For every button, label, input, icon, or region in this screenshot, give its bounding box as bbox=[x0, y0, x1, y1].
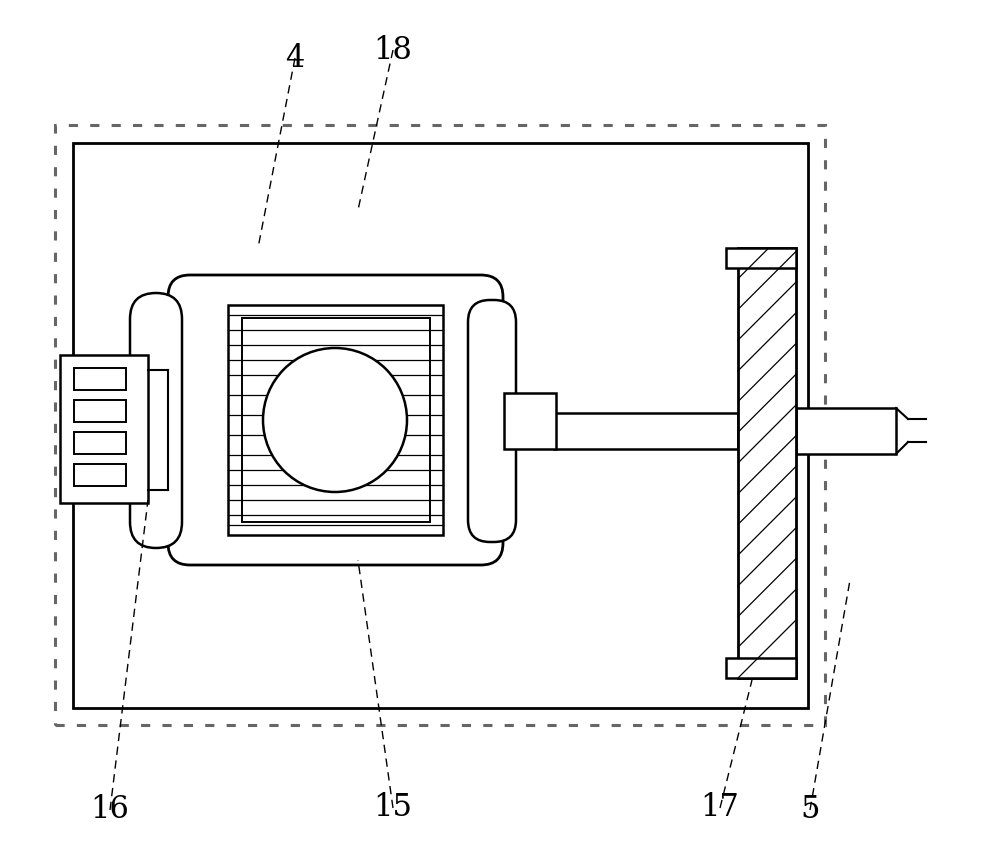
Bar bbox=[242, 318, 430, 522]
Bar bbox=[726, 248, 796, 268]
Bar bbox=[554, 413, 738, 449]
Bar bbox=[74, 368, 126, 390]
Text: 18: 18 bbox=[374, 34, 412, 66]
Text: 16: 16 bbox=[91, 794, 129, 825]
Bar bbox=[73, 143, 808, 708]
FancyBboxPatch shape bbox=[468, 300, 516, 542]
FancyBboxPatch shape bbox=[168, 275, 503, 565]
Circle shape bbox=[263, 348, 407, 492]
Text: 5: 5 bbox=[800, 794, 820, 825]
Text: 15: 15 bbox=[374, 793, 413, 823]
Bar bbox=[74, 432, 126, 454]
Bar bbox=[726, 658, 796, 678]
Text: 4: 4 bbox=[285, 43, 305, 74]
Bar bbox=[74, 400, 126, 422]
Text: 17: 17 bbox=[701, 793, 739, 823]
Bar bbox=[738, 248, 796, 678]
Bar bbox=[796, 408, 896, 454]
Bar bbox=[55, 125, 825, 725]
FancyBboxPatch shape bbox=[130, 293, 182, 548]
Bar bbox=[60, 355, 148, 503]
Bar bbox=[504, 393, 556, 449]
Bar bbox=[74, 464, 126, 486]
Bar bbox=[228, 305, 443, 535]
